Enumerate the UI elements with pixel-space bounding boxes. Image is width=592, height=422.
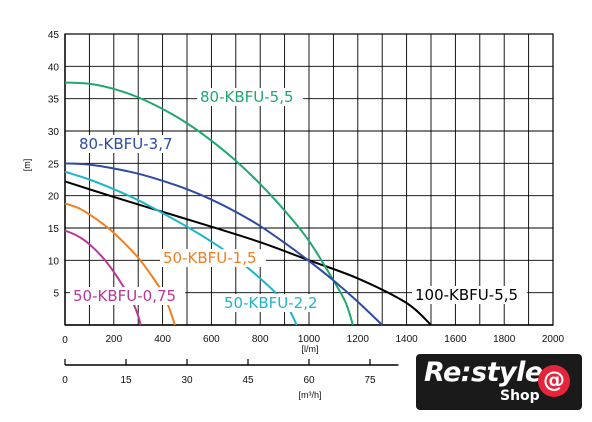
y-tick-label: 45 xyxy=(48,30,60,41)
y-tick-label: 30 xyxy=(48,127,60,138)
logo-title: Re:style xyxy=(424,357,543,388)
x-tick-label: 400 xyxy=(154,334,171,345)
logo-subtitle: Shop xyxy=(500,388,540,404)
y-tick-label: 10 xyxy=(48,256,60,267)
y-axis-label: [m] xyxy=(22,159,32,172)
x-tick-label: 2000 xyxy=(542,334,565,345)
x-tick-label: 1400 xyxy=(395,334,418,345)
series-line xyxy=(64,180,432,326)
y-tick-label: 35 xyxy=(48,95,60,106)
series-line xyxy=(64,229,142,326)
secondary-axis-label: [m³/h] xyxy=(298,390,321,400)
series-label-bg xyxy=(197,88,304,106)
series-line xyxy=(64,202,176,326)
x-tick-label: 200 xyxy=(105,334,122,345)
series-line xyxy=(64,162,383,326)
x-tick-label: 1000 xyxy=(298,334,321,345)
series-label-bg xyxy=(160,249,267,267)
plot-frame xyxy=(64,33,554,326)
x-tick-label: 1800 xyxy=(493,334,516,345)
x-tick-label: 600 xyxy=(203,334,220,345)
series-label: 50-KBFU-1,5 xyxy=(163,249,257,267)
series-label-bg xyxy=(221,294,328,312)
secondary-tick-label: 60 xyxy=(303,375,315,386)
series-label: 80-KBFU-3,7 xyxy=(79,135,173,153)
restyle-shop-logo: Re:style Shop @ xyxy=(416,354,582,410)
series-line xyxy=(64,81,354,326)
y-tick-label: 40 xyxy=(48,62,60,73)
at-sign-icon: @ xyxy=(538,365,570,397)
secondary-tick-label: 0 xyxy=(62,375,68,386)
series-labels: 100-KBFU-5,5 80-KBFU-5,5 80-KBFU-3,7 50-KBF… xyxy=(70,88,528,312)
secondary-tick-label: 30 xyxy=(181,375,193,386)
secondary-tick-label: 45 xyxy=(242,375,254,386)
secondary-axis: 0 15 30 45 60 75 xyxy=(62,359,399,386)
x-tick-label: 1200 xyxy=(347,334,370,345)
x-tick-label: 1600 xyxy=(444,334,467,345)
series-label-bg xyxy=(76,135,183,153)
y-tick-label: 5 xyxy=(53,289,59,300)
series-label: 80-KBFU-5,5 xyxy=(200,88,294,106)
y-tick-label: 15 xyxy=(48,224,60,235)
x-tick-label: 800 xyxy=(252,334,269,345)
secondary-tick-label: 15 xyxy=(120,375,132,386)
x-axis-label: [l/m] xyxy=(302,344,319,354)
series-label-bg xyxy=(70,287,186,305)
series-label: 50-KBFU-2,2 xyxy=(224,294,318,312)
series-line xyxy=(64,170,298,326)
grid xyxy=(64,33,554,326)
series-label: 50-KBFU-0,75 xyxy=(73,287,176,305)
tick-labels: 0 200 400 600 800 1000 1200 1400 1600 1800 2000 5 10… xyxy=(48,30,565,346)
series-label-bg xyxy=(412,286,528,304)
y-tick-label: 20 xyxy=(48,192,60,203)
series-label: 100-KBFU-5,5 xyxy=(415,286,518,304)
secondary-tick-label: 75 xyxy=(364,375,376,386)
x-tick-label: 0 xyxy=(62,335,68,346)
y-tick-label: 25 xyxy=(48,159,60,170)
